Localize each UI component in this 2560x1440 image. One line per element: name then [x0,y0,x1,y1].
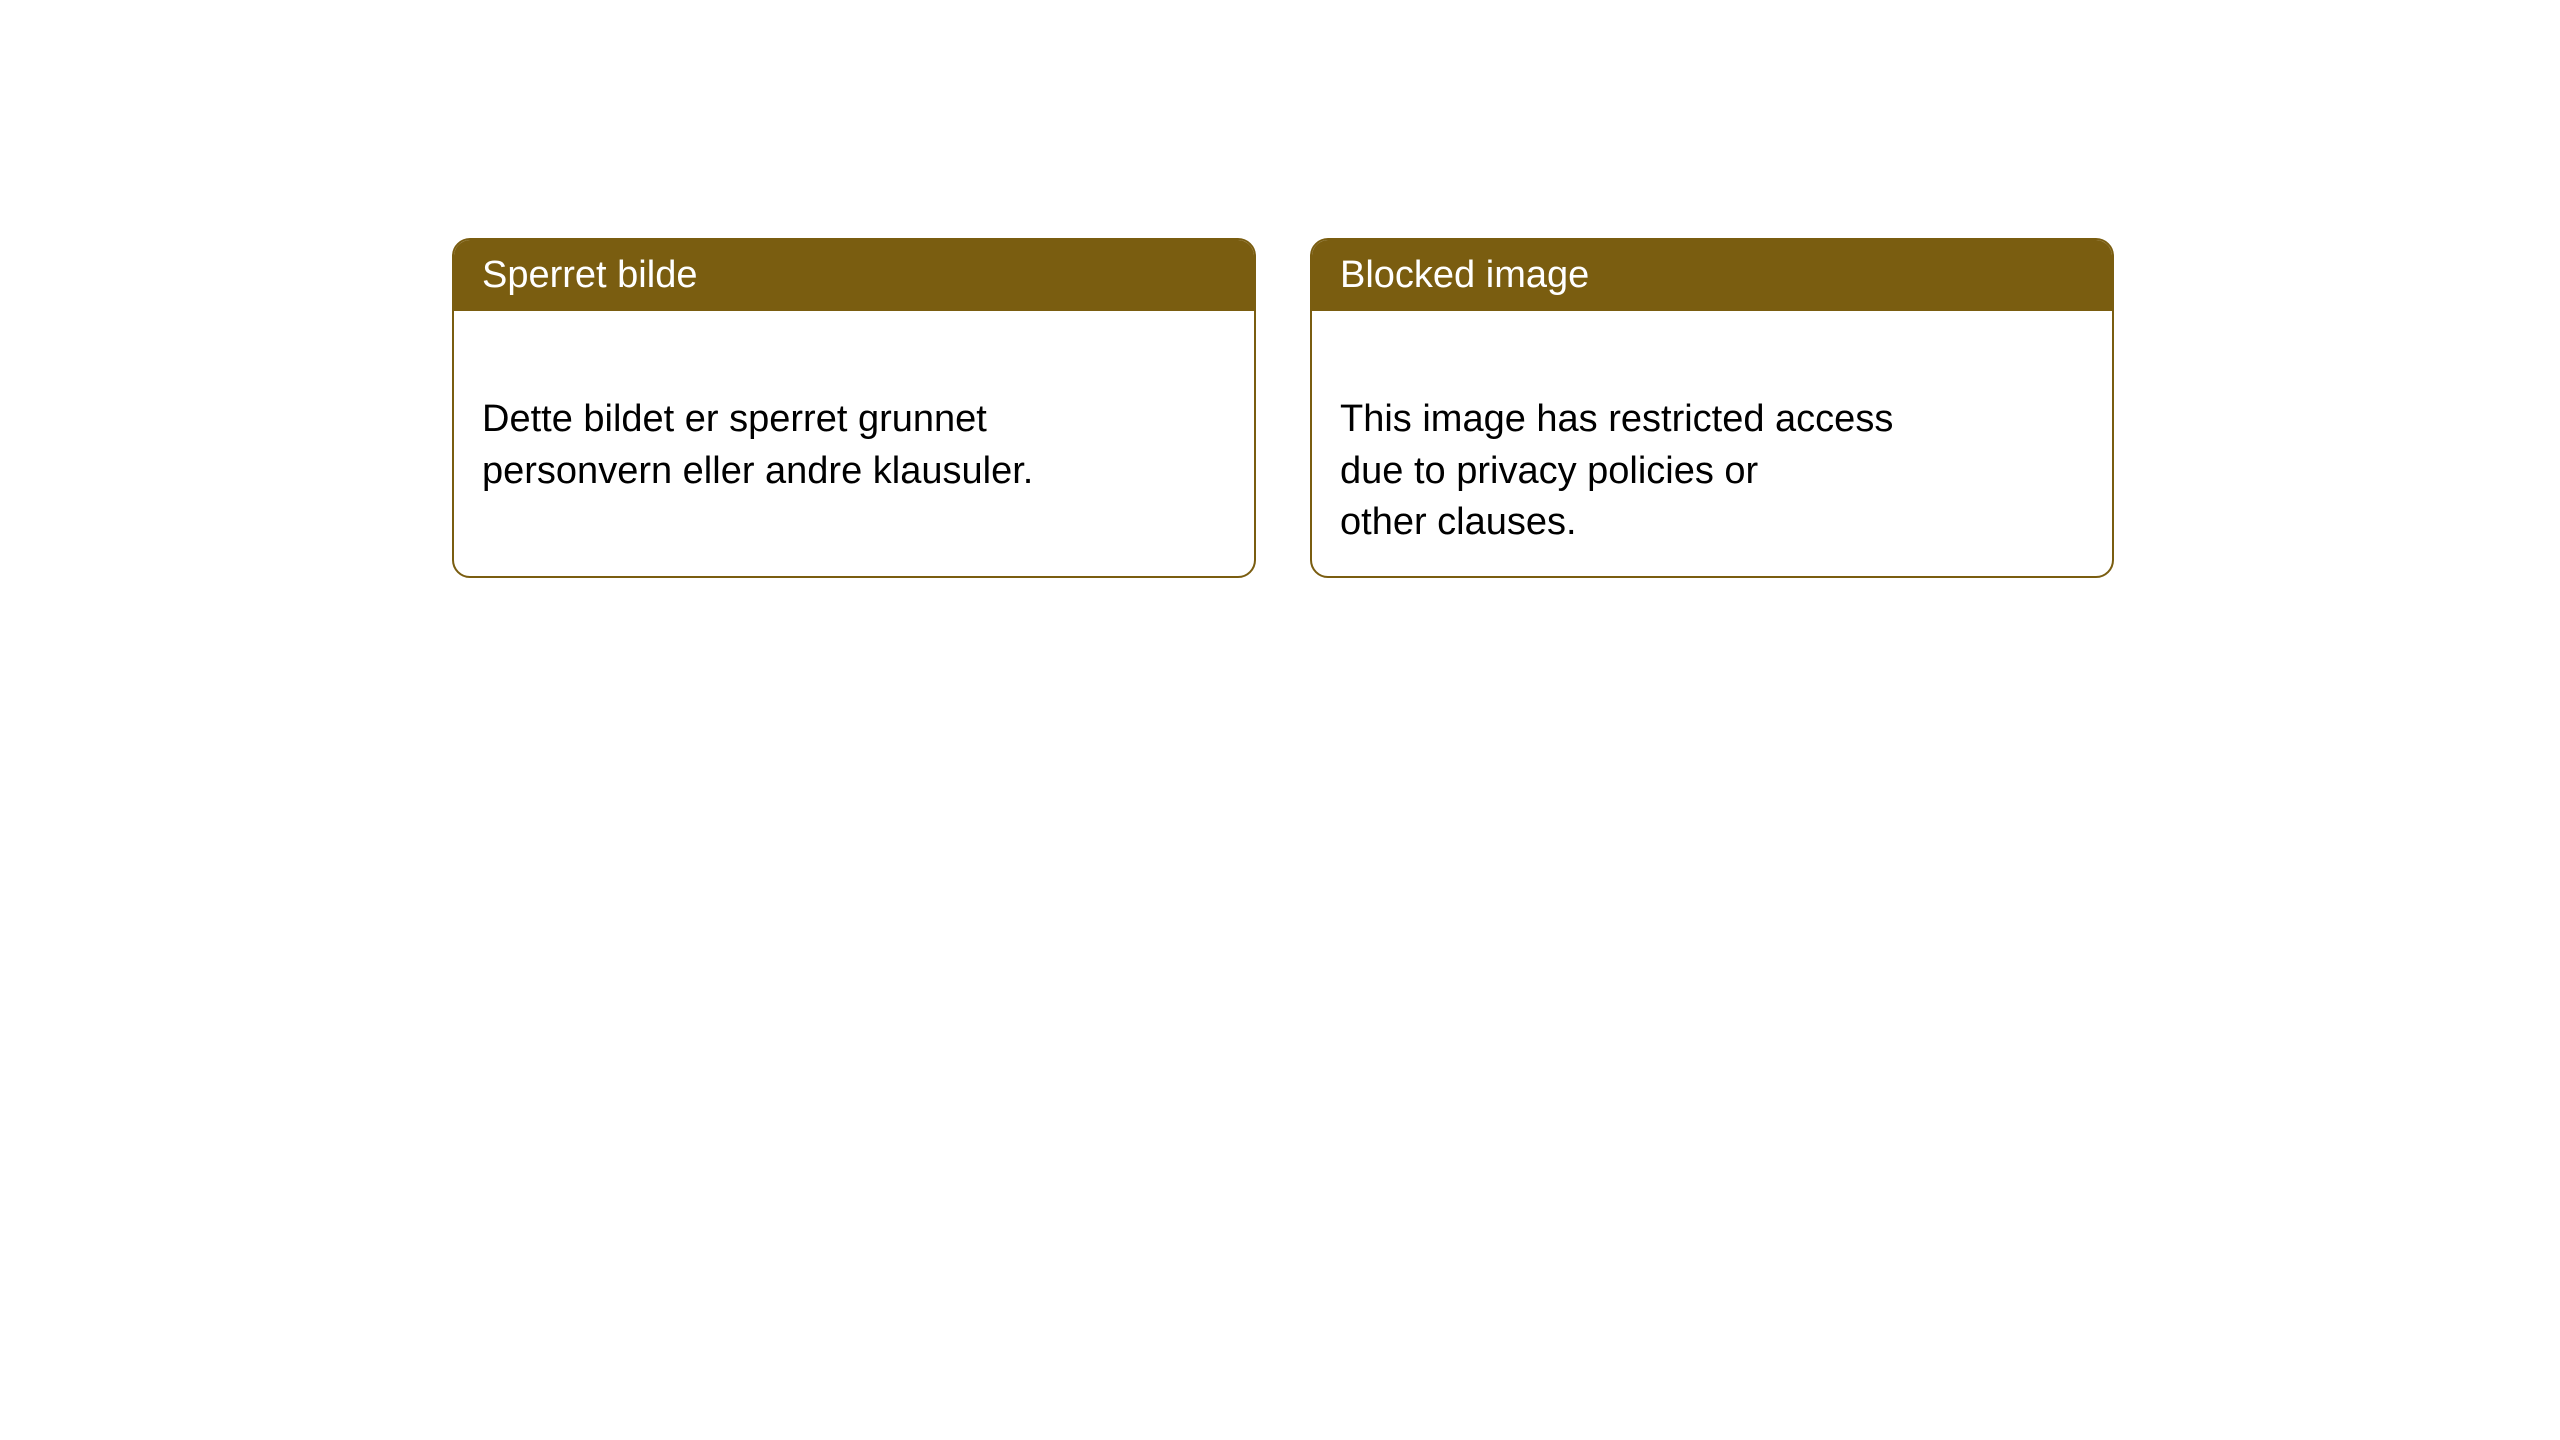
card-body: This image has restricted access due to … [1312,311,2112,578]
notice-card-english: Blocked image This image has restricted … [1310,238,2114,578]
notice-card-norwegian: Sperret bilde Dette bildet er sperret gr… [452,238,1256,578]
card-body-text: Dette bildet er sperret grunnet personve… [482,398,1033,491]
card-header-text: Blocked image [1340,254,1589,296]
card-body-text: This image has restricted access due to … [1340,398,1893,543]
card-body: Dette bildet er sperret grunnet personve… [454,311,1254,529]
card-header-text: Sperret bilde [482,254,697,296]
card-header: Sperret bilde [454,240,1254,311]
notice-cards-container: Sperret bilde Dette bildet er sperret gr… [452,238,2114,578]
card-header: Blocked image [1312,240,2112,311]
